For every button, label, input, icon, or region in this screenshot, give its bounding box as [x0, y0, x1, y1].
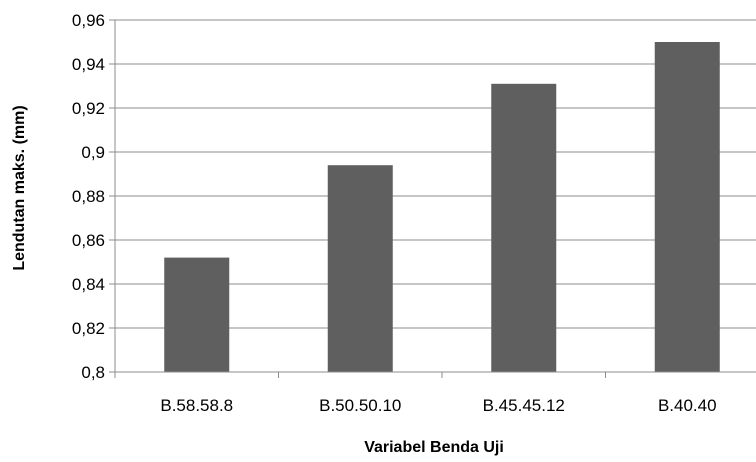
y-tick-label: 0,88 [72, 187, 105, 206]
y-tick-label: 0,92 [72, 99, 105, 118]
axes [109, 19, 756, 378]
y-tick-label: 0,94 [72, 55, 105, 74]
bar [164, 257, 230, 372]
bars [164, 42, 720, 373]
x-tick-label: B.50.50.10 [319, 396, 401, 415]
y-tick-label: 0,9 [81, 143, 105, 162]
y-tick-label: 0,96 [72, 11, 105, 30]
y-tick-labels: 0,8 0,82 0,84 0,86 0,88 0,9 0,92 0,94 0,96 [72, 11, 105, 382]
y-axis-title: Lendutan maks. (mm) [11, 105, 28, 270]
bar [491, 83, 557, 373]
x-tick-label: B.58.58.8 [160, 396, 233, 415]
x-axis-title: Variabel Benda Uji [364, 439, 504, 456]
x-tick-label: B.45.45.12 [483, 396, 565, 415]
bar [654, 42, 720, 372]
x-tick-label: B.40.40 [658, 396, 717, 415]
y-tick-label: 0,8 [81, 363, 105, 382]
bar [327, 165, 393, 372]
y-tick-label: 0,84 [72, 275, 105, 294]
y-tick-label: 0,82 [72, 319, 105, 338]
x-tick-labels: B.58.58.8 B.50.50.10 B.45.45.12 B.40.40 [160, 396, 716, 415]
y-tick-label: 0,86 [72, 231, 105, 250]
